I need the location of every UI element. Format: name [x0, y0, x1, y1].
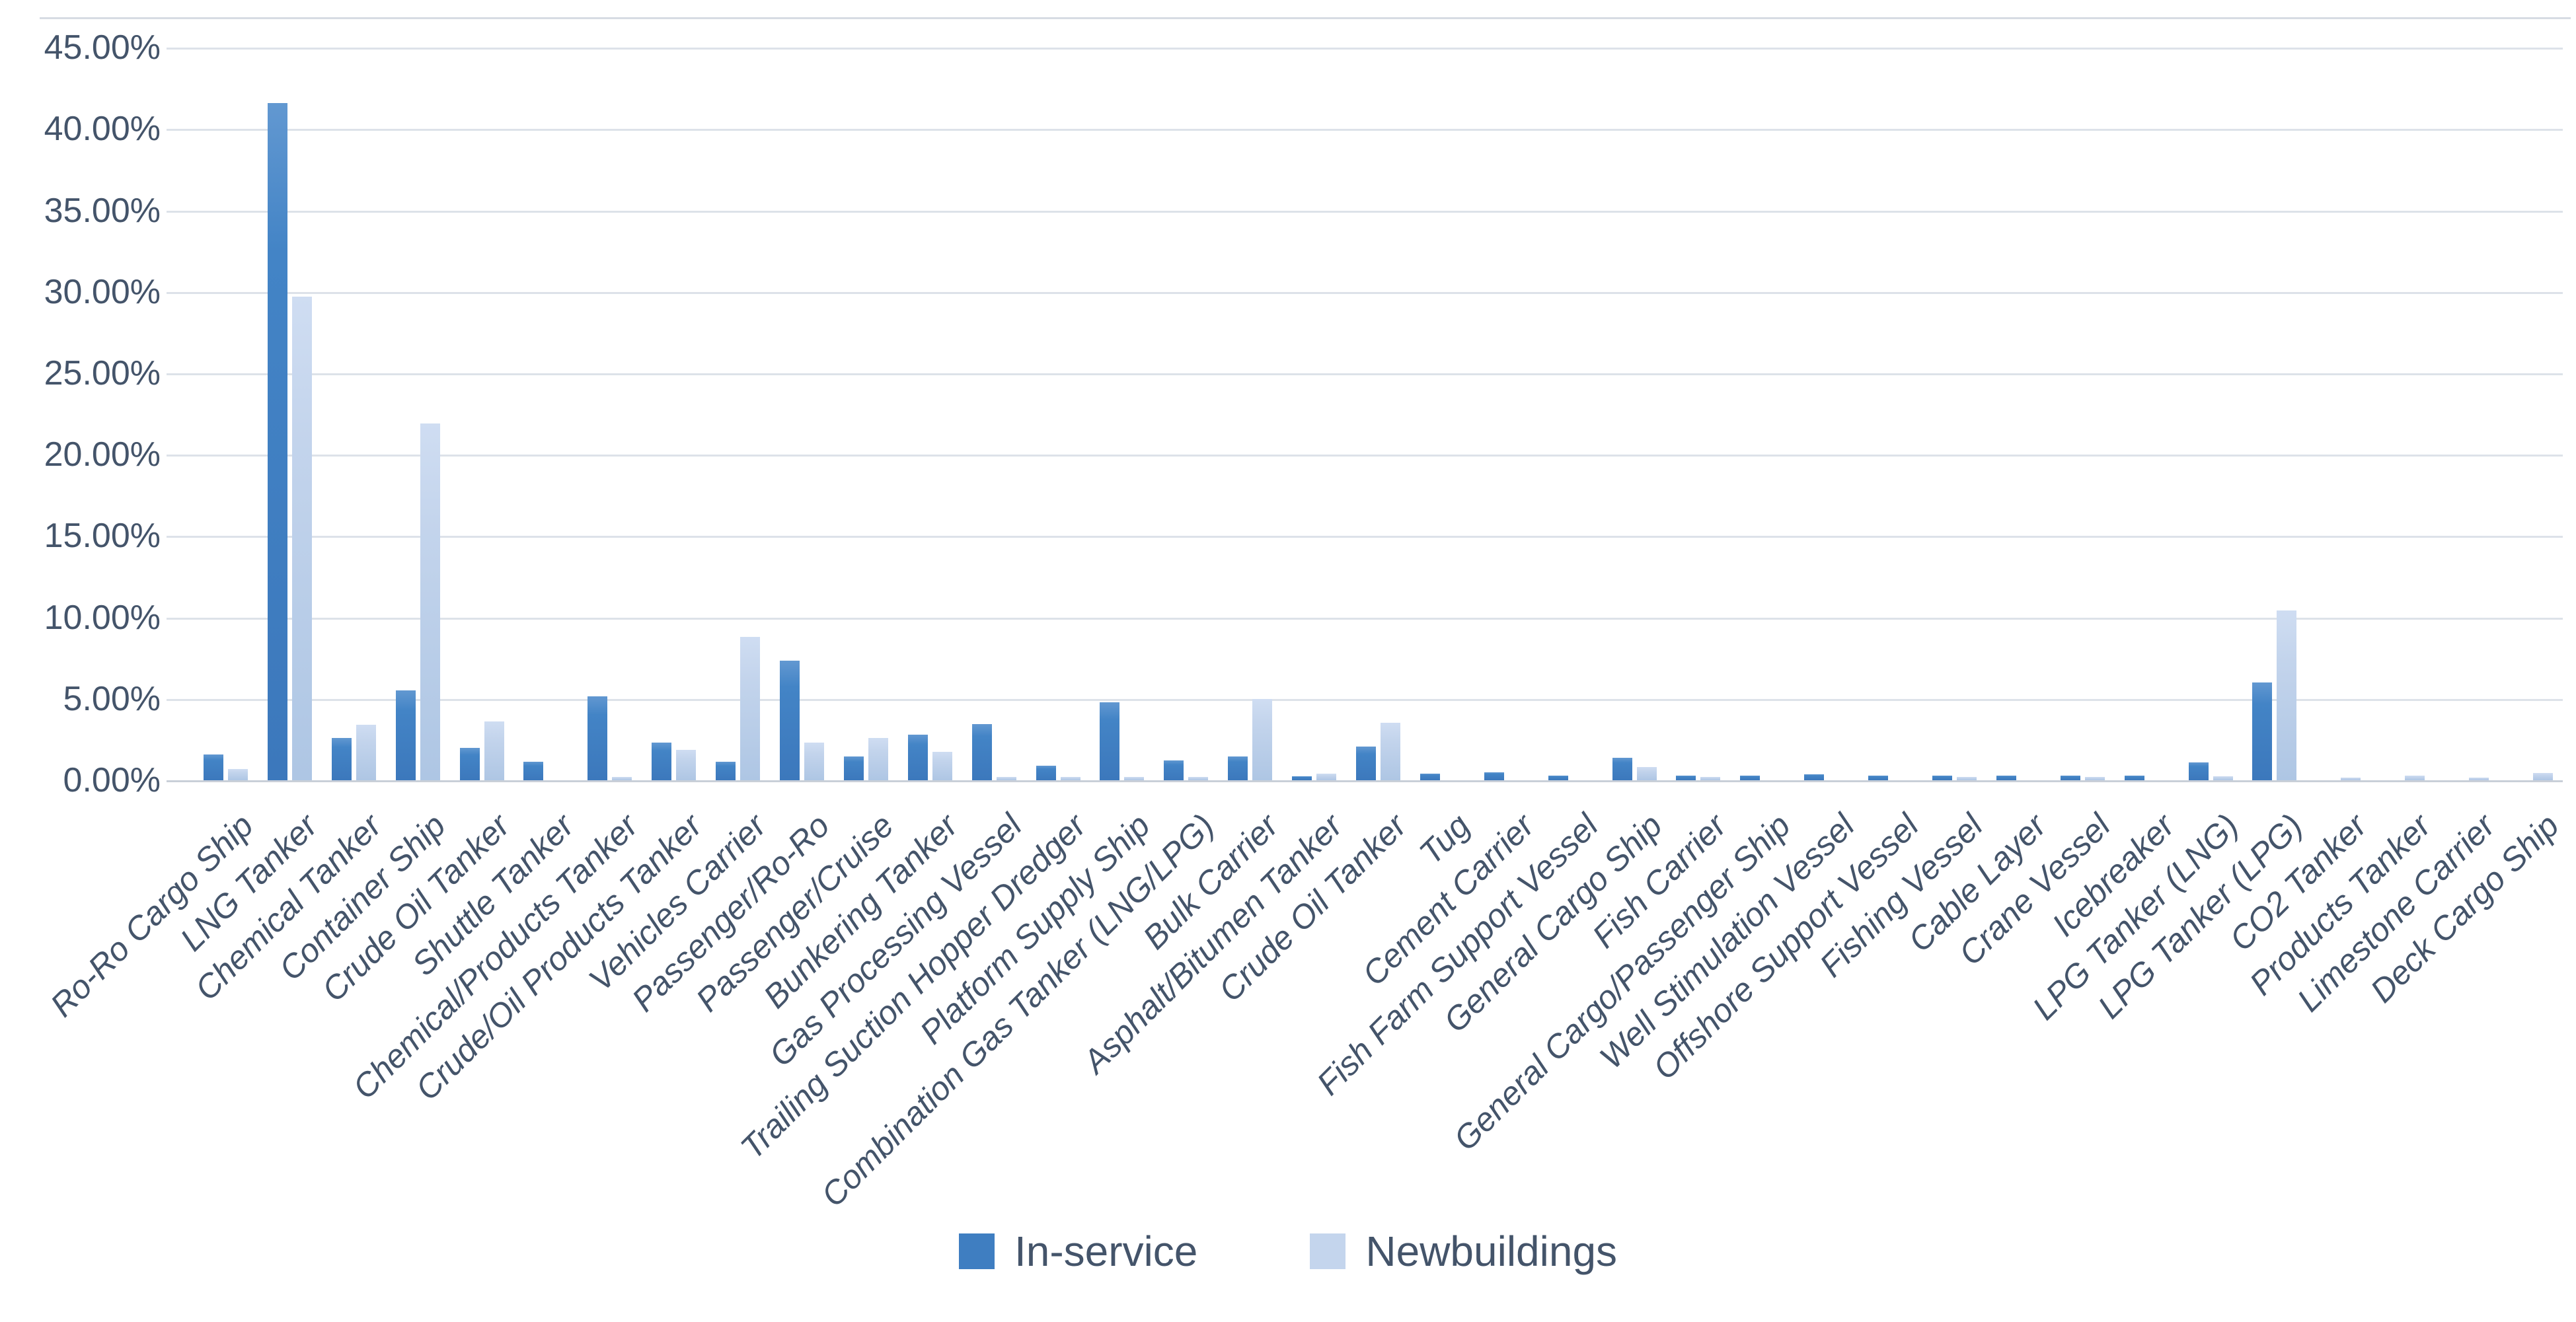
bar-in-service	[1484, 772, 1504, 780]
bar-in-service	[780, 661, 800, 780]
bar-in-service	[972, 724, 992, 780]
bar-newbuildings	[2469, 778, 2489, 780]
bar-in-service	[1356, 747, 1376, 780]
legend-item-newbuildings: Newbuildings	[1310, 1230, 1617, 1272]
legend-swatch-newbuildings	[1310, 1233, 1346, 1269]
bar-newbuildings	[228, 769, 248, 780]
y-tick-label: 0.00%	[63, 761, 161, 799]
bar-in-service	[460, 748, 480, 780]
bar-in-service	[844, 756, 864, 780]
y-tick-label: 10.00%	[44, 599, 161, 637]
bar-newbuildings	[1637, 767, 1657, 780]
bar-in-service	[1804, 774, 1824, 780]
bar-in-service	[908, 735, 928, 780]
legend-swatch-in-service	[958, 1233, 995, 1269]
bar-newbuildings	[1061, 777, 1080, 780]
legend-label-in-service: In-service	[1014, 1228, 1198, 1275]
bar-in-service	[1548, 776, 1568, 780]
bar-in-service	[1612, 758, 1632, 780]
y-tick-label: 30.00%	[44, 273, 161, 311]
gridline-20	[167, 455, 2563, 457]
gridline-15	[167, 536, 2563, 538]
legend-label-newbuildings: Newbuildings	[1365, 1228, 1618, 1275]
bar-in-service	[1100, 702, 1119, 780]
bar-newbuildings	[1316, 774, 1336, 780]
bar-in-service	[1932, 776, 1952, 780]
bar-in-service	[396, 690, 416, 780]
bar-newbuildings	[2533, 773, 2553, 780]
y-tick-label: 45.00%	[44, 28, 161, 67]
y-tick-label: 20.00%	[44, 435, 161, 474]
bar-in-service	[587, 696, 607, 780]
bar-newbuildings	[1700, 777, 1720, 780]
bar-in-service	[1740, 776, 1760, 780]
y-tick-label: 35.00%	[44, 192, 161, 230]
bar-newbuildings	[612, 777, 632, 780]
bar-newbuildings	[1124, 777, 1144, 780]
bar-in-service	[1996, 776, 2016, 780]
bar-newbuildings	[1957, 777, 1977, 780]
x-axis-line	[167, 780, 2563, 782]
bar-newbuildings	[2277, 610, 2296, 780]
gridline-45	[167, 48, 2563, 50]
bar-newbuildings	[484, 721, 504, 780]
bar-in-service	[1676, 776, 1696, 780]
bar-in-service	[1868, 776, 1888, 780]
bar-newbuildings	[2341, 778, 2361, 780]
bar-newbuildings	[2213, 776, 2233, 780]
legend-item-in-service: In-service	[958, 1228, 1198, 1275]
bar-newbuildings	[292, 297, 312, 780]
bar-in-service	[2125, 776, 2144, 780]
gridline-25	[167, 373, 2563, 375]
bar-in-service	[204, 754, 223, 780]
gridline-5	[167, 699, 2563, 701]
bar-in-service	[716, 762, 736, 780]
y-tick-label: 40.00%	[44, 110, 161, 148]
bar-in-service	[1420, 774, 1440, 780]
bar-in-service	[268, 103, 287, 780]
bar-newbuildings	[740, 637, 760, 780]
gridline-30	[167, 292, 2563, 294]
bar-newbuildings	[1252, 699, 1272, 780]
plot-top-border	[40, 17, 2571, 19]
bar-newbuildings	[932, 752, 952, 780]
bar-in-service	[652, 743, 671, 780]
gridline-40	[167, 129, 2563, 131]
bar-in-service	[2061, 776, 2080, 780]
bar-newbuildings	[2405, 776, 2425, 780]
bar-newbuildings	[1188, 777, 1208, 780]
gridline-10	[167, 618, 2563, 620]
y-tick-label: 5.00%	[63, 680, 161, 718]
bar-in-service	[2189, 762, 2209, 780]
bar-in-service	[1228, 756, 1248, 780]
bar-in-service	[1292, 776, 1312, 780]
bar-newbuildings	[1381, 723, 1400, 780]
y-tick-label: 25.00%	[44, 354, 161, 392]
bar-in-service	[1036, 766, 1056, 780]
bar-newbuildings	[356, 725, 376, 780]
bar-newbuildings	[804, 743, 824, 780]
gridline-35	[167, 211, 2563, 213]
bar-newbuildings	[676, 750, 696, 780]
bar-in-service	[1164, 760, 1184, 780]
bar-newbuildings	[420, 423, 440, 780]
bar-newbuildings	[997, 777, 1016, 780]
bar-in-service	[2252, 682, 2272, 780]
bar-newbuildings	[868, 738, 888, 780]
bar-in-service	[332, 738, 352, 780]
y-tick-label: 15.00%	[44, 517, 161, 555]
chart-legend: In-service Newbuildings	[0, 1230, 2576, 1272]
bar-in-service	[523, 762, 543, 780]
bar-newbuildings	[2085, 777, 2105, 780]
